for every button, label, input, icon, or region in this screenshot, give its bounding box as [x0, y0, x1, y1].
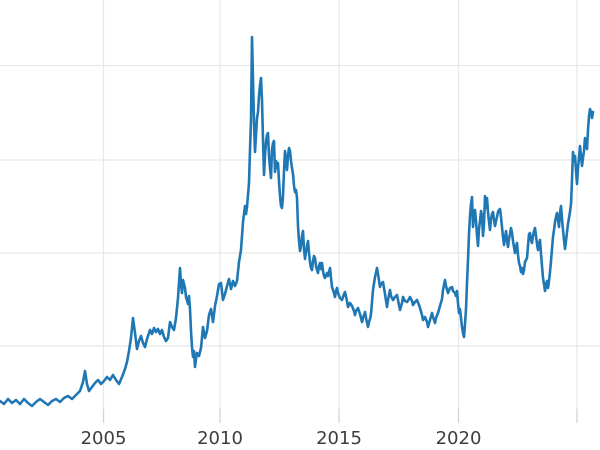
x-axis-tick-label: 2020 — [436, 428, 482, 449]
x-axis-tick-label: 2010 — [197, 428, 243, 449]
x-axis-tick-label: 2015 — [316, 428, 362, 449]
x-axis-tick-label: 2005 — [81, 428, 127, 449]
price-line — [0, 35, 595, 408]
